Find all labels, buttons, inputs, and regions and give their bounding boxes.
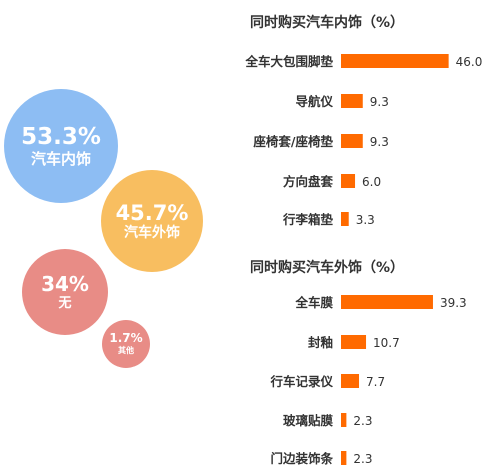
exterior-category-label: 玻璃贴膜	[283, 413, 334, 428]
interior-value-label: 6.0	[362, 175, 381, 189]
interior-value-label: 9.3	[370, 95, 389, 109]
interior-bar	[341, 54, 449, 68]
exterior-value-label: 39.3	[440, 296, 467, 310]
exterior-category-label: 行车记录仪	[269, 374, 333, 389]
interior-chart-title: 同时购买汽车内饰（%）	[250, 15, 405, 31]
bubble-other-label: 其他	[118, 346, 134, 356]
interior-bar	[341, 212, 349, 226]
bubble-other-percent: 1.7%	[109, 331, 143, 346]
interior-value-label: 46.0	[456, 55, 483, 69]
bubble-none-label: 无	[58, 295, 72, 311]
interior-category-label: 方向盘套	[283, 174, 334, 189]
exterior-value-label: 7.7	[366, 375, 385, 389]
interior-bar	[341, 134, 363, 148]
exterior-chart-title: 同时购买汽车外饰（%）	[250, 260, 405, 276]
bubble-none: 34% 无	[22, 249, 108, 335]
bubble-interior-label: 汽车内饰	[30, 150, 91, 169]
interior-bar	[341, 174, 356, 188]
exterior-category-label: 封釉	[308, 335, 333, 350]
bubble-exterior-label: 汽车外饰	[124, 224, 180, 241]
exterior-bar	[341, 374, 360, 388]
interior-value-label: 9.3	[370, 135, 389, 149]
bubble-none-percent: 34%	[41, 271, 89, 296]
exterior-bar	[341, 295, 433, 309]
interior-category-label: 导航仪	[295, 94, 333, 109]
interior-category-label: 全车大包围脚垫	[244, 54, 333, 69]
exterior-value-label: 2.3	[353, 414, 372, 428]
exterior-bar	[341, 413, 347, 427]
interior-bar	[341, 94, 363, 108]
exterior-bar	[341, 335, 367, 349]
bubble-other: 1.7% 其他	[102, 320, 150, 368]
interior-value-label: 3.3	[356, 213, 375, 227]
bubble-interior: 53.3% 汽车内饰	[4, 89, 118, 203]
exterior-category-label: 门边装饰条	[270, 451, 333, 466]
exterior-category-label: 全车膜	[294, 295, 333, 310]
bubble-exterior: 45.7% 汽车外饰	[101, 170, 203, 272]
bubble-exterior-percent: 45.7%	[115, 200, 189, 225]
exterior-value-label: 10.7	[373, 336, 400, 350]
exterior-bar	[341, 451, 347, 465]
bubble-interior-percent: 53.3%	[21, 123, 101, 150]
interior-category-label: 行李箱垫	[282, 212, 334, 227]
interior-category-label: 座椅套/座椅垫	[252, 134, 333, 149]
exterior-value-label: 2.3	[353, 452, 372, 466]
